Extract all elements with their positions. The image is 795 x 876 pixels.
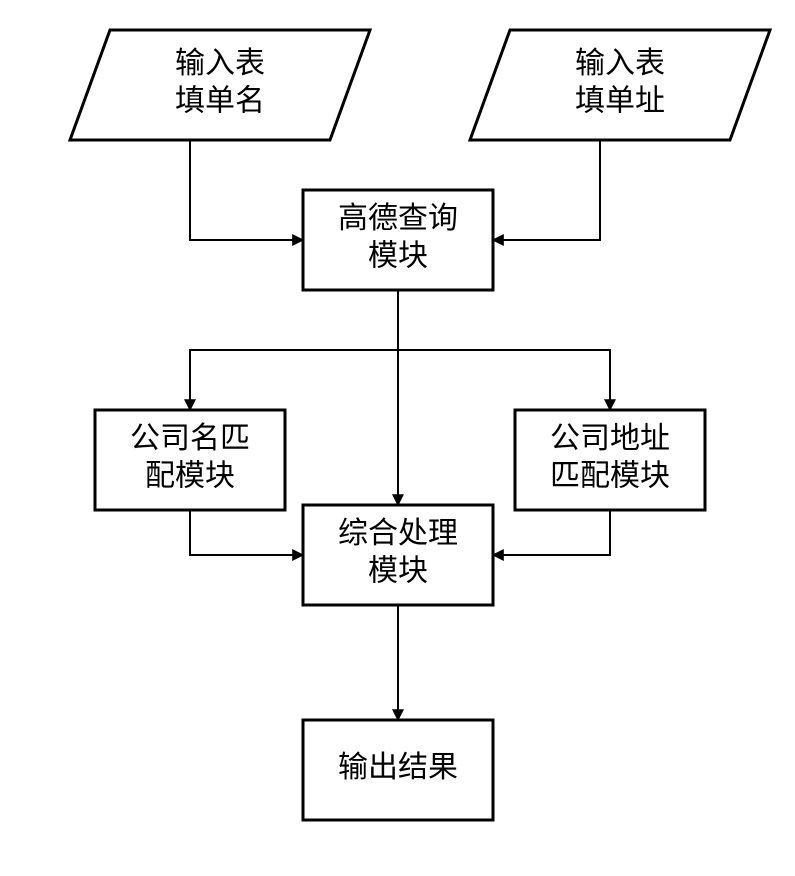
node-label: 高德查询 — [338, 202, 458, 235]
flow-edge — [493, 510, 610, 555]
node-label: 输出结果 — [338, 751, 458, 784]
node-label: 输入表 — [175, 47, 265, 80]
flow-edge — [190, 510, 303, 555]
flow-edge — [190, 290, 398, 410]
node-label: 填单址 — [575, 85, 665, 118]
node-label: 填单名 — [175, 85, 265, 118]
node-label: 公司地址 — [550, 422, 670, 455]
node-label: 公司名匹 — [130, 422, 250, 455]
node-output: 输出结果 — [303, 720, 493, 820]
flowchart-diagram: 输入表填单名输入表填单址高德查询模块公司名匹配模块公司地址匹配模块综合处理模块输… — [0, 0, 795, 876]
flow-edge — [190, 140, 303, 240]
node-synth: 综合处理模块 — [303, 505, 493, 605]
flow-edge — [398, 290, 610, 410]
node-addr_match: 公司地址匹配模块 — [515, 410, 705, 510]
node-name_match: 公司名匹配模块 — [95, 410, 285, 510]
node-input_right: 输入表填单址 — [470, 30, 770, 140]
flow-edge — [493, 140, 600, 240]
node-label: 配模块 — [145, 460, 235, 493]
node-label: 模块 — [368, 555, 428, 588]
node-query: 高德查询模块 — [303, 190, 493, 290]
node-label: 匹配模块 — [550, 460, 670, 493]
node-label: 模块 — [368, 240, 428, 273]
node-label: 综合处理 — [338, 517, 458, 550]
node-label: 输入表 — [575, 47, 665, 80]
node-input_left: 输入表填单名 — [70, 30, 370, 140]
